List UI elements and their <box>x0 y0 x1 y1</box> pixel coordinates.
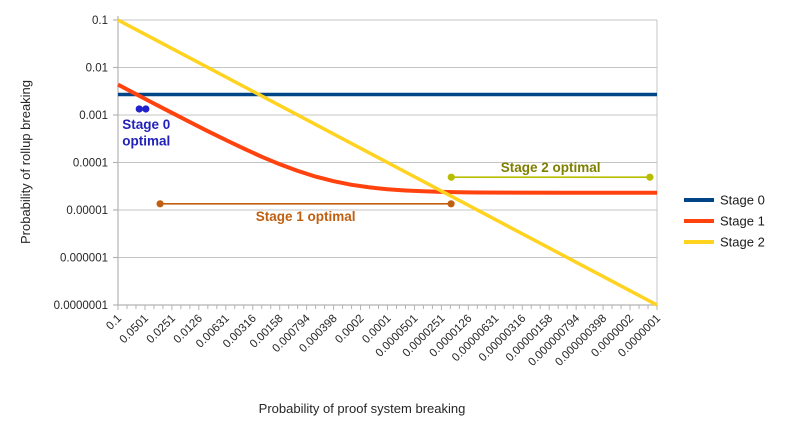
stage0-optimal-dot <box>135 105 143 113</box>
y-tick-label: 0.0001 <box>73 158 108 170</box>
stage0-optimal-dot <box>142 105 150 113</box>
series-line-stage-2 <box>117 18 658 307</box>
stage1-optimal-dot <box>156 200 164 208</box>
stage2-optimal-dot <box>447 173 455 181</box>
stage2-optimal-dot <box>646 173 654 181</box>
y-tick-label: 0.000001 <box>60 253 108 265</box>
stage1-optimal-dot <box>447 200 455 208</box>
y-tick-label: 0.00001 <box>66 205 108 217</box>
legend-item-stage-2: Stage 2 <box>684 235 765 250</box>
stage2-optimal-label: Stage 2 optimal <box>501 160 601 175</box>
y-tick-label: 0.1 <box>92 15 108 27</box>
legend-label: Stage 2 <box>720 235 765 250</box>
legend-label: Stage 0 <box>720 193 765 208</box>
y-tick-label: 0.0000001 <box>54 300 108 312</box>
y-tick-label: 0.001 <box>79 110 108 122</box>
x-axis-title: Probability of proof system breaking <box>259 401 466 416</box>
series-line-stage-1 <box>117 82 657 195</box>
legend-item-stage-0: Stage 0 <box>684 193 765 208</box>
stage0-optimal-label: optimal <box>122 133 170 148</box>
y-tick-label: 0.01 <box>86 63 108 75</box>
stage1-optimal-label: Stage 1 optimal <box>256 209 356 224</box>
legend-label: Stage 1 <box>720 214 765 229</box>
legend-item-stage-1: Stage 1 <box>684 214 765 229</box>
stage0-optimal-label: Stage 0 <box>122 117 170 132</box>
y-axis-title: Probability of rollup breaking <box>18 80 33 244</box>
